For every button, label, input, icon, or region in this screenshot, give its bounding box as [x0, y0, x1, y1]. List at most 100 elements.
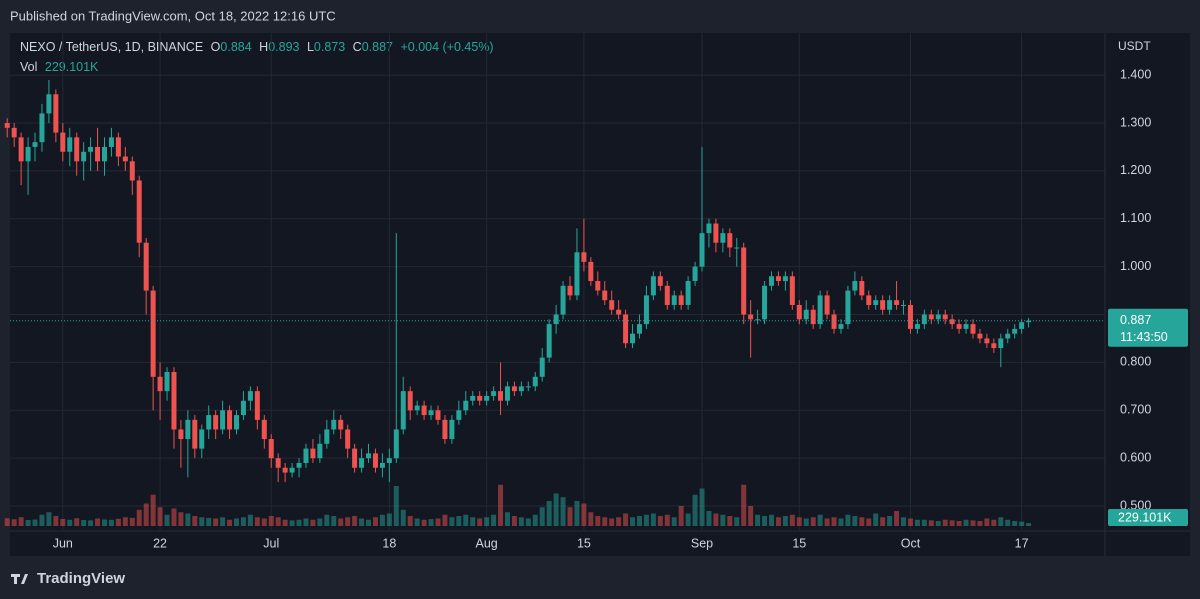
volume-bar [810, 517, 816, 526]
close-label: C [353, 40, 362, 54]
volume-bar [928, 520, 934, 526]
candle-body [240, 400, 246, 416]
candle-body [115, 137, 121, 157]
volume-bar [143, 503, 149, 526]
volume-bar [234, 518, 240, 526]
volume-tag [1108, 509, 1188, 526]
volume-bar [1012, 521, 1018, 526]
candle-body [678, 295, 684, 305]
candle-body [282, 467, 288, 473]
candle-body [289, 467, 295, 473]
volume-bar [136, 509, 142, 526]
footer-brand: TradingView [37, 570, 125, 587]
candle-body [762, 285, 768, 320]
x-tick-label: Oct [901, 536, 921, 550]
candle-body [254, 391, 260, 420]
volume-bar [359, 518, 365, 526]
y-tick-label: 0.600 [1120, 450, 1151, 464]
candle-body [108, 137, 114, 147]
candle-body [296, 462, 302, 468]
volume-bar [727, 516, 733, 526]
open-label: O [211, 40, 221, 54]
volume-bar [539, 507, 545, 526]
candle-body [942, 314, 948, 320]
candle-body [171, 371, 177, 430]
currency: USDT [1118, 39, 1151, 53]
candle-body [664, 285, 670, 305]
candle-body [310, 448, 316, 459]
volume-bar [921, 519, 927, 526]
candle-body [206, 415, 212, 430]
candle-body [595, 281, 601, 291]
candle-body [81, 151, 87, 162]
candle-body [456, 410, 462, 420]
volume-bar [282, 519, 288, 526]
volume-bar [678, 506, 684, 526]
volume-bar [748, 506, 754, 526]
volume-bar [567, 507, 573, 526]
candle-body [1012, 328, 1018, 334]
candle-body [366, 453, 372, 459]
volume-bar [303, 518, 309, 526]
volume-bar [755, 514, 761, 526]
candle-body [796, 304, 802, 320]
volume-bar [838, 518, 844, 526]
candle-body [352, 448, 358, 468]
price-tag [1108, 308, 1188, 347]
volume-bar [984, 518, 990, 526]
candle-body [39, 113, 45, 143]
candle-body [713, 223, 719, 243]
candle-body [331, 419, 337, 430]
volume-bar [46, 512, 52, 526]
candle-body [616, 309, 622, 315]
volume-bar [699, 488, 705, 526]
candle-body [504, 386, 510, 401]
volume-bar [525, 518, 531, 526]
candle-body [372, 453, 378, 468]
volume-bar [762, 516, 768, 526]
volume-bar [914, 519, 920, 526]
volume-bar [664, 514, 670, 526]
volume-bar [796, 517, 802, 526]
candle-body [4, 123, 10, 128]
low-label: L [307, 40, 314, 54]
candle-body [157, 376, 163, 392]
volume-bar [1026, 523, 1032, 526]
volume-bar [414, 518, 420, 526]
volume-bar [831, 517, 837, 526]
candle-body [525, 386, 531, 388]
candle-body [650, 276, 656, 296]
volume-bar [372, 517, 378, 526]
x-tick-label: 15 [792, 536, 806, 550]
candle-body [970, 324, 976, 334]
candle-body [1019, 322, 1025, 329]
volume-bar [504, 512, 510, 526]
volume-bar [324, 514, 330, 526]
x-tick-label: Aug [476, 536, 498, 550]
volume-bar [25, 520, 31, 526]
candle-body [581, 252, 587, 262]
x-tick-label: 17 [1015, 536, 1029, 550]
low-value: 0.873 [314, 40, 345, 54]
y-tick-label: 1.300 [1120, 115, 1151, 129]
open-value: 0.884 [220, 40, 251, 54]
chart-background [10, 33, 1190, 556]
volume-bar [101, 519, 107, 526]
candle-body [859, 281, 865, 296]
x-tick-label: 18 [382, 536, 396, 550]
candle-body [546, 324, 552, 358]
volume-bar [456, 516, 462, 526]
candle-body [623, 314, 629, 344]
volume-bar [227, 519, 233, 526]
candle-body [991, 343, 997, 349]
volume-bar [998, 517, 1004, 526]
volume-legend: Vol 229.101K [20, 60, 99, 74]
candle-body [671, 295, 677, 305]
volume-bar [345, 517, 351, 526]
volume-bar [546, 501, 552, 526]
volume-bar [428, 519, 434, 526]
candle-body [963, 324, 969, 329]
volume-bar [108, 519, 114, 526]
volume-bar [261, 518, 267, 526]
volume-bar [449, 517, 455, 526]
